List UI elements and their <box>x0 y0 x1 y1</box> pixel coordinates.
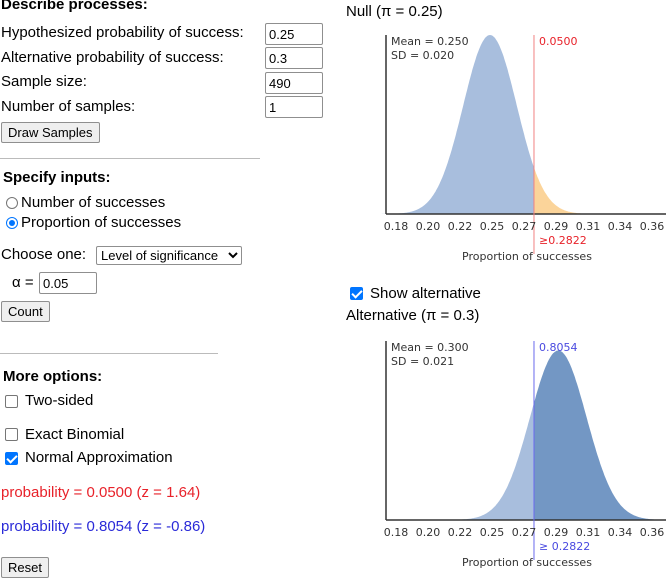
alt-mean-label: Mean = 0.300 <box>391 341 469 354</box>
alt-probability-text: probability = 0.8054 (z = -0.86) <box>1 518 206 535</box>
alt-tick-label: 0.31 <box>576 526 601 539</box>
choose-one-label: Choose one: <box>1 246 87 263</box>
alt-prob-input[interactable] <box>265 47 323 69</box>
normal-approx-label: Normal Approximation <box>25 449 173 466</box>
null-tick-label: 0.20 <box>416 220 441 233</box>
num-samples-input[interactable] <box>265 96 323 118</box>
radio-proportion-label: Proportion of successes <box>21 214 182 231</box>
divider <box>0 158 260 159</box>
radio-number-of-successes[interactable] <box>6 197 18 209</box>
null-area-label: 0.0500 <box>539 35 578 48</box>
alt-x-axis-label: Proportion of successes <box>462 556 592 569</box>
null-curve-left <box>380 35 534 214</box>
alt-tick-label: 0.18 <box>384 526 409 539</box>
hyp-prob-input[interactable] <box>265 23 323 45</box>
count-button[interactable]: Count <box>1 301 50 322</box>
null-tick-label: 0.34 <box>608 220 633 233</box>
null-curve-right <box>533 167 666 214</box>
num-samples-label: Number of samples: <box>1 98 136 115</box>
null-tick-label: 0.18 <box>384 220 409 233</box>
alpha-input[interactable] <box>39 272 97 294</box>
draw-samples-button[interactable]: Draw Samples <box>1 122 100 143</box>
null-tick-label: 0.27 <box>512 220 537 233</box>
alt-area-label: 0.8054 <box>539 341 578 354</box>
radio-number-label: Number of successes <box>21 194 166 211</box>
show-alternative-label: Show alternative <box>370 285 481 302</box>
null-tick-label: 0.29 <box>544 220 569 233</box>
alt-tick-label: 0.22 <box>448 526 473 539</box>
exact-binomial-checkbox[interactable] <box>5 428 18 441</box>
alt-tick-label: 0.27 <box>512 526 537 539</box>
alt-tick-label: 0.34 <box>608 526 633 539</box>
alt-curve-right <box>533 350 666 520</box>
alt-sd-label: SD = 0.021 <box>391 355 454 368</box>
null-sd-label: SD = 0.020 <box>391 49 454 62</box>
alt-tick-label: 0.25 <box>480 526 505 539</box>
alt-prob-label: Alternative probability of success: <box>1 49 224 66</box>
specify-title: Specify inputs: <box>3 169 111 186</box>
divider <box>0 353 218 354</box>
null-tick-label: 0.22 <box>448 220 473 233</box>
hyp-prob-label: Hypothesized probability of success: <box>1 24 244 41</box>
null-x-axis-label: Proportion of successes <box>462 250 592 263</box>
alt-tick-label: 0.29 <box>544 526 569 539</box>
null-probability-text: probability = 0.0500 (z = 1.64) <box>1 484 201 501</box>
show-alternative-checkbox[interactable] <box>350 287 363 300</box>
exact-binomial-label: Exact Binomial <box>25 426 125 443</box>
alt-chart-title: Alternative (π = 0.3) <box>346 307 480 324</box>
choose-one-select[interactable]: Level of significance <box>96 246 242 265</box>
null-mean-label: Mean = 0.250 <box>391 35 469 48</box>
null-cutoff-label: ≥0.2822 <box>539 234 587 247</box>
alpha-label: α = <box>12 274 34 291</box>
two-sided-label: Two-sided <box>25 392 94 409</box>
sample-size-input[interactable] <box>265 72 323 94</box>
describe-title: Describe processes: <box>1 0 148 13</box>
two-sided-checkbox[interactable] <box>5 395 18 408</box>
null-tick-label: 0.36 <box>640 220 665 233</box>
sample-size-label: Sample size: <box>1 73 87 90</box>
null-tick-label: 0.25 <box>480 220 505 233</box>
radio-proportion-of-successes[interactable] <box>6 217 18 229</box>
alt-cutoff-label: ≥ 0.2822 <box>539 540 590 553</box>
null-tick-label: 0.31 <box>576 220 601 233</box>
alt-tick-label: 0.20 <box>416 526 441 539</box>
alt-tick-label: 0.36 <box>640 526 665 539</box>
more-options-title: More options: <box>3 368 103 385</box>
null-chart-title: Null (π = 0.25) <box>346 3 443 20</box>
normal-approx-checkbox[interactable] <box>5 452 18 465</box>
alt-curve-left <box>380 403 534 520</box>
